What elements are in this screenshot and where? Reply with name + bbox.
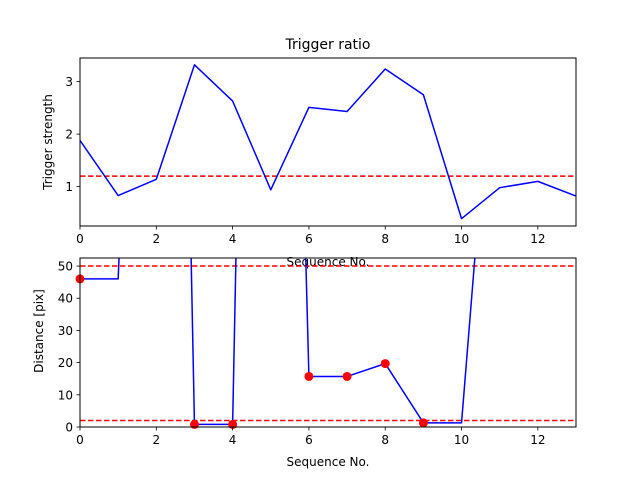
y-tick-label: 0 [65, 421, 73, 435]
plot-content [80, 64, 576, 220]
x-tick-label: 8 [381, 433, 389, 447]
x-tick-label: 8 [381, 232, 389, 246]
x-tick-label: 2 [152, 232, 160, 246]
x-tick-label: 10 [454, 232, 469, 246]
y-tick-label: 10 [58, 388, 73, 402]
plot-area: 0 2 4 6 8 10 12 0 10 20 30 40 50 [58, 257, 577, 447]
y-tick-label: 3 [65, 75, 73, 89]
data-point [304, 371, 314, 381]
y-tick-label: 2 [65, 128, 73, 142]
x-tick-label: 4 [229, 433, 237, 447]
chart-title: Trigger ratio [284, 37, 370, 53]
axes-frame [79, 57, 577, 227]
y-tick-label: 1 [65, 180, 73, 194]
y-tick-label: 30 [58, 324, 73, 338]
y-tick-label: 50 [58, 260, 73, 274]
y-axis-label: Trigger strength [41, 94, 55, 191]
trigger-ratio-chart: Trigger ratio Trigger strength Sequence … [41, 37, 577, 269]
axes-frame [79, 257, 577, 428]
data-point [342, 371, 352, 381]
x-axis-label: Sequence No. [287, 255, 370, 269]
x-tick-label: 12 [530, 433, 545, 447]
plot-content [80, 258, 576, 426]
x-tick-label: 6 [305, 433, 313, 447]
data-point [380, 359, 390, 369]
series-line [80, 258, 476, 426]
data-point [189, 419, 199, 429]
y-tick-label: 40 [58, 292, 73, 306]
x-axis-label: Sequence No. [287, 455, 370, 469]
distance-chart: Distance [pix] Sequence No. 0 2 4 6 8 10 12 0 10… [32, 257, 577, 469]
series-line [80, 64, 576, 220]
x-tick-label: 6 [305, 232, 313, 246]
y-tick-label: 20 [58, 356, 73, 370]
x-tick-label: 0 [76, 433, 84, 447]
x-tick-label: 2 [152, 433, 160, 447]
x-tick-label: 0 [76, 232, 84, 246]
data-point [418, 418, 428, 428]
x-tick-label: 10 [454, 433, 469, 447]
y-axis-label: Distance [pix] [32, 289, 46, 373]
x-tick-label: 12 [530, 232, 545, 246]
x-tick-label: 4 [229, 232, 237, 246]
